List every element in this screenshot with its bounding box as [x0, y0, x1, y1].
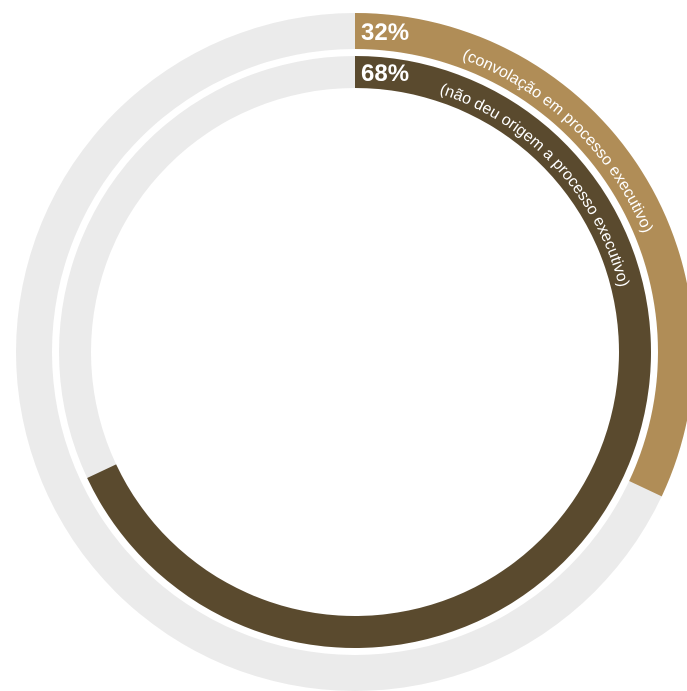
inner-ring-value-label: 68%	[361, 60, 409, 87]
outer-ring-value-label: 32%	[361, 19, 409, 46]
outer-ring-arc	[355, 13, 687, 497]
